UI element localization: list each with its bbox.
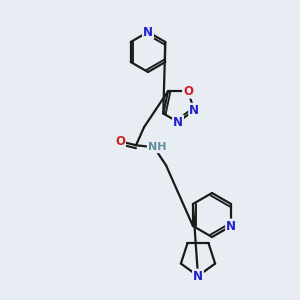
Text: N: N: [193, 269, 203, 283]
Text: NH: NH: [148, 142, 166, 152]
Text: N: N: [226, 220, 236, 232]
Text: N: N: [143, 26, 153, 38]
Text: N: N: [173, 116, 183, 128]
Text: O: O: [115, 135, 125, 148]
Text: O: O: [183, 85, 193, 98]
Text: N: N: [189, 104, 199, 117]
